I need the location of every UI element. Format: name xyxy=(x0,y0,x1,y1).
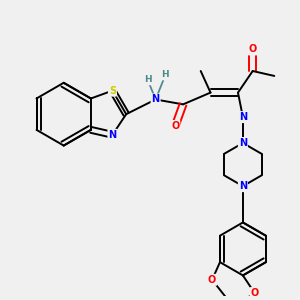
Text: O: O xyxy=(250,288,259,298)
Text: O: O xyxy=(171,121,179,131)
Text: O: O xyxy=(249,44,257,54)
Text: N: N xyxy=(239,181,247,191)
Text: H: H xyxy=(162,70,169,80)
Text: O: O xyxy=(208,275,216,285)
Text: H: H xyxy=(144,75,152,84)
Text: N: N xyxy=(239,112,247,122)
Text: N: N xyxy=(108,130,116,140)
Text: N: N xyxy=(152,94,160,104)
Text: S: S xyxy=(109,85,116,96)
Text: N: N xyxy=(239,138,247,148)
